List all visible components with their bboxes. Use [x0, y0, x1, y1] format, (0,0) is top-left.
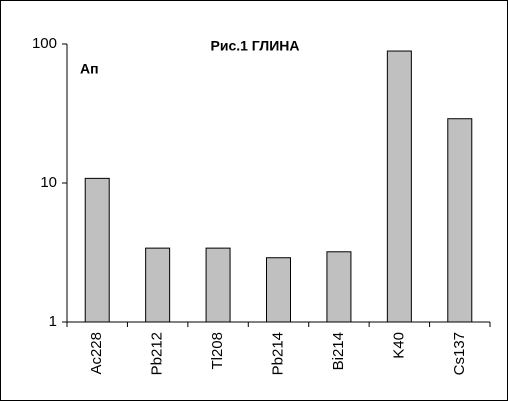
- x-tick-label: Pb212: [149, 332, 166, 375]
- y-tick-label: 10: [40, 174, 57, 191]
- x-tick-label: Pb214: [269, 332, 286, 375]
- bar: [145, 247, 171, 323]
- bar: [386, 50, 412, 323]
- x-tick-label: Bi214: [330, 332, 347, 370]
- y-tick-label: 100: [32, 35, 57, 52]
- x-tick-label: Tl208: [209, 332, 226, 370]
- x-tick-label: Cs137: [451, 332, 468, 375]
- y-tick-label: 1: [49, 313, 57, 330]
- chart-title: Рис.1 ГЛИНА: [211, 38, 300, 54]
- bar: [447, 118, 473, 323]
- bar: [205, 247, 231, 323]
- bar: [326, 251, 352, 323]
- x-tick-label: K40: [390, 332, 407, 359]
- x-tick-label: Ac228: [88, 332, 105, 375]
- annotation: Ап: [80, 61, 99, 77]
- bar: [266, 257, 291, 323]
- bar: [84, 177, 110, 323]
